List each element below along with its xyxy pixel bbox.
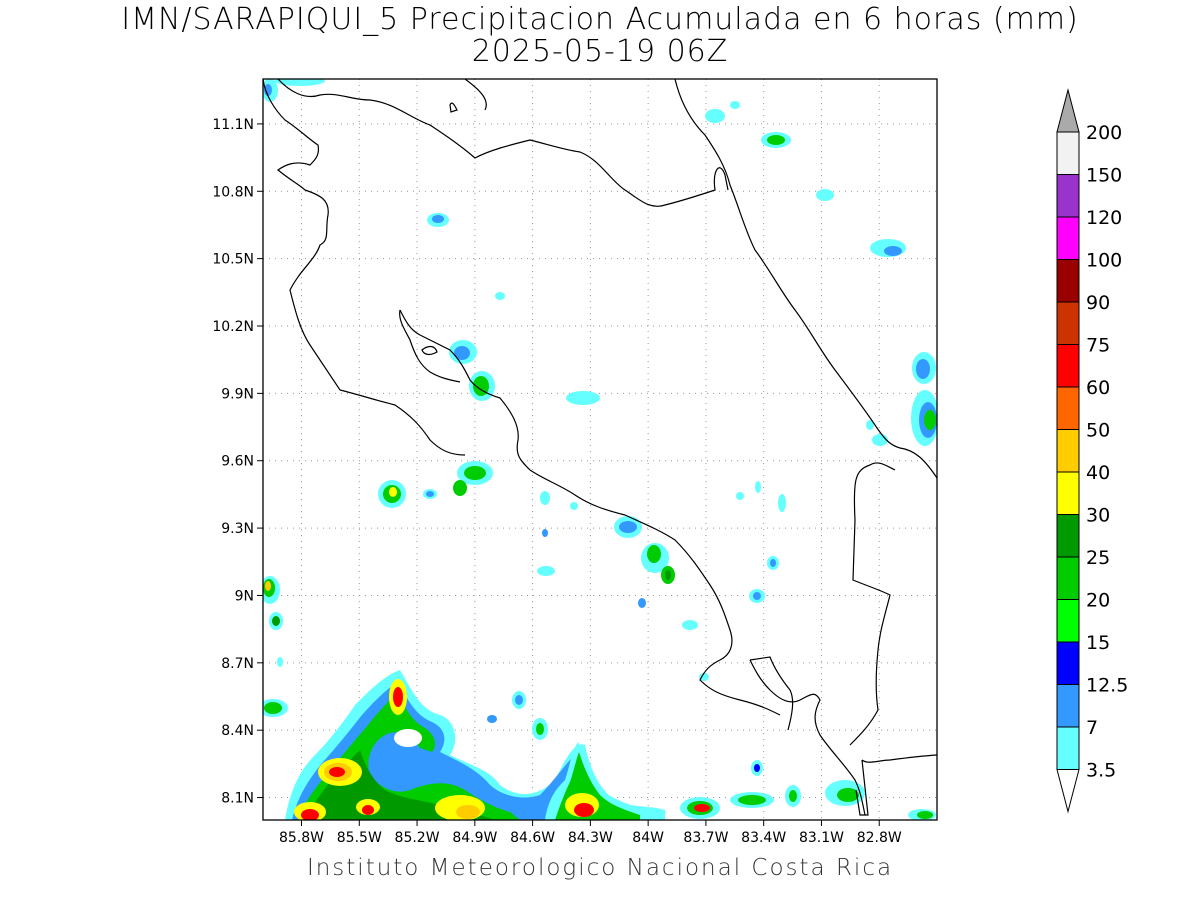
- x-tick-label: 83.4W: [741, 830, 786, 846]
- precip-core-orange-4: [456, 805, 480, 819]
- precip-core-red-5: [362, 805, 374, 815]
- y-tick-label: 9.9N: [221, 386, 254, 402]
- colorbar-min-triangle: [1056, 769, 1080, 814]
- colorbar-swatch: [1056, 471, 1080, 515]
- colorbar-swatch: [1056, 386, 1080, 430]
- x-tick-label: 84W: [632, 830, 664, 846]
- colorbar-label: 150: [1086, 165, 1122, 187]
- map-title: IMN/SARAPIQUI_5 Precipitacion Acumulada …: [121, 2, 1079, 37]
- colorbar-label: 7: [1086, 717, 1098, 739]
- colorbar-swatch: [1056, 301, 1080, 345]
- colorbar-swatch: [1056, 429, 1080, 473]
- colorbar-swatch: [1056, 131, 1080, 175]
- colorbar-label: 200: [1086, 122, 1122, 144]
- colorbar-label: 3.5: [1086, 760, 1116, 782]
- colorbar-label: 90: [1086, 292, 1110, 314]
- x-axis: 85.8W 85.5W 85.2W 84.9W 84.6W 84.3W 84W 83.7W 83…: [279, 820, 902, 846]
- colorbar-label: 15: [1086, 632, 1110, 654]
- colorbar-swatch: [1056, 216, 1080, 260]
- colorbar-label: 12.5: [1086, 675, 1128, 697]
- colorbar-label: 40: [1086, 462, 1110, 484]
- precip-gap: [394, 729, 422, 747]
- colorbar-swatch: [1056, 556, 1080, 600]
- colorbar-max-triangle: [1056, 88, 1080, 133]
- colorbar-swatch: [1056, 599, 1080, 643]
- colorbar-label: 50: [1086, 420, 1110, 442]
- colorbar-swatch: [1056, 514, 1080, 558]
- x-tick-label: 84.3W: [568, 830, 613, 846]
- y-tick-label: 10.8N: [212, 184, 254, 200]
- colorbar-label: 30: [1086, 505, 1110, 527]
- footer-credit: Instituto Meteorologico Nacional Costa R…: [306, 855, 894, 881]
- x-tick-label: 85.8W: [279, 830, 324, 846]
- precip-core-red-1: [329, 767, 345, 777]
- y-tick-label: 11.1N: [212, 117, 254, 133]
- y-tick-label: 9.3N: [221, 521, 254, 537]
- colorbar-swatch: [1056, 344, 1080, 388]
- colorbar-swatch: [1056, 684, 1080, 728]
- colorbar-label: 120: [1086, 207, 1122, 229]
- map-frame: [262, 78, 938, 821]
- coastline: [263, 79, 937, 816]
- colorbar-swatch: [1056, 174, 1080, 218]
- colorbar-swatch: [1056, 726, 1080, 770]
- x-tick-label: 84.6W: [510, 830, 555, 846]
- colorbar-label: 100: [1086, 250, 1122, 272]
- map-datetime: 2025-05-19 06Z: [471, 34, 729, 69]
- x-tick-label: 85.5W: [337, 830, 382, 846]
- colorbar-label: 20: [1086, 590, 1110, 612]
- y-axis: 11.1N 10.8N 10.5N 10.2N 9.9N 9.6N 9.3N 9N 8.7N 8.…: [212, 117, 263, 807]
- x-tick-label: 83.7W: [683, 830, 728, 846]
- x-tick-label: 84.9W: [452, 830, 497, 846]
- y-tick-label: 10.2N: [212, 319, 254, 335]
- y-tick-label: 9.6N: [221, 454, 254, 470]
- x-tick-label: 82.8W: [857, 830, 902, 846]
- precip-core-red-2: [393, 687, 403, 707]
- colorbar-label: 25: [1086, 547, 1110, 569]
- colorbar-label: 75: [1086, 335, 1110, 357]
- x-tick-label: 85.2W: [395, 830, 440, 846]
- x-tick-label: 83.1W: [799, 830, 844, 846]
- y-tick-label: 10.5N: [212, 252, 254, 268]
- colorbar-swatch: [1056, 641, 1080, 685]
- y-tick-label: 8.7N: [221, 656, 254, 672]
- colorbar-swatch: [1056, 259, 1080, 303]
- precip-core-red-3: [301, 809, 319, 820]
- y-tick-label: 8.4N: [221, 723, 254, 739]
- colorbar-label: 60: [1086, 377, 1110, 399]
- y-tick-label: 9N: [235, 588, 254, 604]
- colorbar-legend: 200 150 120 100 90 75 60 50 40 30 25 20 15 12.5 7 3.5: [1056, 88, 1128, 814]
- precipitation-field: [263, 79, 937, 820]
- y-tick-label: 8.1N: [221, 791, 254, 807]
